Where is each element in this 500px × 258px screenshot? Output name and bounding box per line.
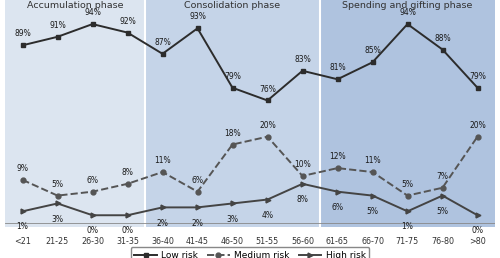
Text: Consolidation phase: Consolidation phase [184, 1, 280, 10]
Text: 26-30: 26-30 [81, 237, 104, 246]
Text: 11%: 11% [364, 156, 381, 165]
Text: 83%: 83% [294, 55, 311, 64]
Text: 6%: 6% [192, 176, 203, 185]
Text: 66-70: 66-70 [361, 237, 384, 246]
Text: 0%: 0% [86, 226, 99, 235]
Text: 76-80: 76-80 [431, 237, 454, 246]
Text: Spending and gifting phase: Spending and gifting phase [342, 1, 472, 10]
Text: 21-25: 21-25 [46, 237, 69, 246]
Text: 7%: 7% [436, 172, 448, 181]
Text: 61-65: 61-65 [326, 237, 349, 246]
Text: 79%: 79% [469, 72, 486, 81]
Text: 5%: 5% [366, 207, 378, 216]
Text: 20%: 20% [259, 121, 276, 130]
Text: 41-45: 41-45 [186, 237, 209, 246]
Text: 6%: 6% [332, 203, 344, 212]
Bar [320, 0, 495, 227]
Text: 79%: 79% [224, 72, 241, 81]
Text: 12%: 12% [329, 152, 346, 161]
Bar [5, 0, 145, 227]
Text: 9%: 9% [16, 164, 28, 173]
Text: 51-55: 51-55 [256, 237, 279, 246]
Text: 6%: 6% [86, 176, 99, 185]
Text: 5%: 5% [52, 180, 64, 189]
Text: 5%: 5% [436, 207, 448, 216]
Text: 31-35: 31-35 [116, 237, 139, 246]
Text: 18%: 18% [224, 128, 241, 138]
Text: 81%: 81% [329, 63, 346, 72]
Text: 20%: 20% [469, 121, 486, 130]
Text: 91%: 91% [49, 21, 66, 30]
Text: 1%: 1% [402, 222, 413, 231]
Text: 2%: 2% [192, 219, 203, 228]
Text: 11%: 11% [154, 156, 171, 165]
Text: 94%: 94% [84, 8, 101, 17]
Text: 71-75: 71-75 [396, 237, 419, 246]
Text: 0%: 0% [122, 226, 134, 235]
Text: 46-50: 46-50 [221, 237, 244, 246]
Text: 0%: 0% [472, 226, 484, 235]
Text: 36-40: 36-40 [151, 237, 174, 246]
Text: 76%: 76% [259, 85, 276, 94]
Text: 3%: 3% [52, 215, 64, 224]
Text: 5%: 5% [402, 180, 413, 189]
Text: 10%: 10% [294, 160, 311, 169]
Text: 8%: 8% [296, 195, 308, 204]
Text: 2%: 2% [156, 219, 168, 228]
Text: 93%: 93% [189, 12, 206, 21]
Text: 85%: 85% [364, 46, 381, 55]
Text: 8%: 8% [122, 168, 134, 177]
Text: 3%: 3% [226, 215, 238, 224]
Text: 1%: 1% [16, 222, 28, 231]
Text: 87%: 87% [154, 38, 171, 47]
Text: >80: >80 [469, 237, 486, 246]
Text: 89%: 89% [14, 29, 31, 38]
Text: 4%: 4% [262, 211, 274, 220]
Bar [145, 0, 320, 227]
Text: 92%: 92% [119, 17, 136, 26]
Text: 56-60: 56-60 [291, 237, 314, 246]
Text: Accumulation phase: Accumulation phase [27, 1, 123, 10]
Text: 94%: 94% [399, 8, 416, 17]
Text: <21: <21 [14, 237, 31, 246]
Legend: Low risk, Medium risk, High risk: Low risk, Medium risk, High risk [130, 247, 370, 258]
Text: 88%: 88% [434, 34, 451, 43]
